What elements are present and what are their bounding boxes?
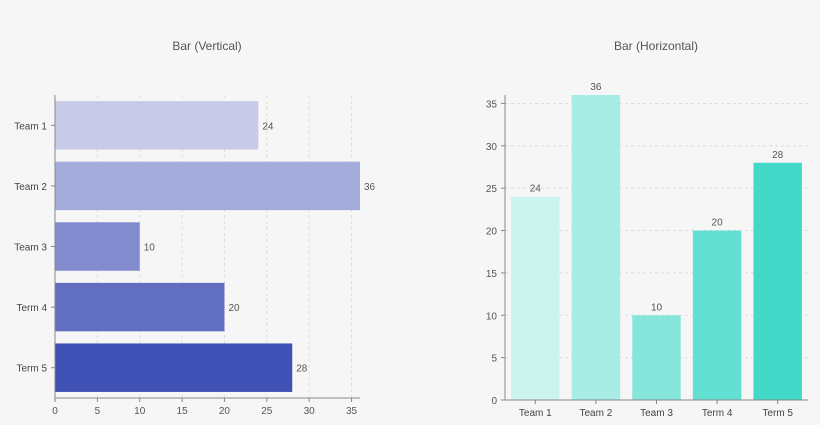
tick-label: 15 [177, 406, 189, 417]
right-chart-title: Bar (Horizontal) [614, 39, 698, 53]
bar [55, 343, 293, 392]
data-label: 10 [651, 302, 663, 313]
tick-label: 10 [134, 406, 146, 417]
tick-label: 5 [95, 406, 101, 417]
category-label: Team 1 [14, 121, 47, 132]
category-label: Term 5 [762, 408, 793, 419]
tick-label: 15 [486, 269, 498, 280]
category-label: Team 1 [519, 408, 552, 419]
bar [632, 315, 681, 400]
category-label: Term 4 [702, 408, 733, 419]
category-label: Team 2 [14, 182, 47, 193]
left-chart-title: Bar (Vertical) [172, 39, 241, 53]
category-label: Team 2 [580, 408, 613, 419]
data-label: 28 [296, 364, 308, 375]
bar [571, 95, 621, 400]
tick-label: 0 [52, 406, 58, 417]
bar [511, 196, 560, 400]
left-bar-chart: 24 Team 1 36 Team 2 10 Team 3 20 Term 4 28 Term 5… [14, 95, 376, 417]
category-label: Team 3 [14, 243, 47, 254]
data-label: 10 [144, 243, 156, 254]
data-label: 36 [364, 182, 376, 193]
tick-label: 10 [486, 311, 498, 322]
tick-label: 25 [261, 406, 273, 417]
bar [55, 101, 259, 150]
category-label: Term 4 [16, 303, 47, 314]
category-label: Term 5 [16, 364, 47, 375]
tick-label: 5 [491, 354, 497, 365]
tick-label: 0 [491, 396, 497, 407]
data-label: 36 [590, 82, 602, 93]
tick-label: 35 [346, 406, 358, 417]
bar [55, 222, 140, 271]
bar [753, 162, 802, 400]
data-label: 28 [772, 150, 784, 161]
bar [55, 161, 360, 211]
data-label: 20 [228, 303, 240, 314]
tick-label: 25 [486, 184, 498, 195]
category-label: Team 3 [640, 408, 673, 419]
tick-label: 30 [304, 406, 316, 417]
tick-label: 20 [219, 406, 231, 417]
bar [55, 282, 225, 332]
data-label: 20 [712, 218, 724, 229]
right-bar-chart: 24 Team 1 36 Team 2 10 Team 3 20 Term 4 28 Term 5… [486, 82, 808, 419]
tick-label: 35 [486, 99, 498, 110]
bar [692, 230, 742, 400]
tick-label: 20 [486, 227, 498, 238]
data-label: 24 [262, 121, 274, 132]
tick-label: 30 [486, 142, 498, 153]
data-label: 24 [530, 184, 542, 195]
